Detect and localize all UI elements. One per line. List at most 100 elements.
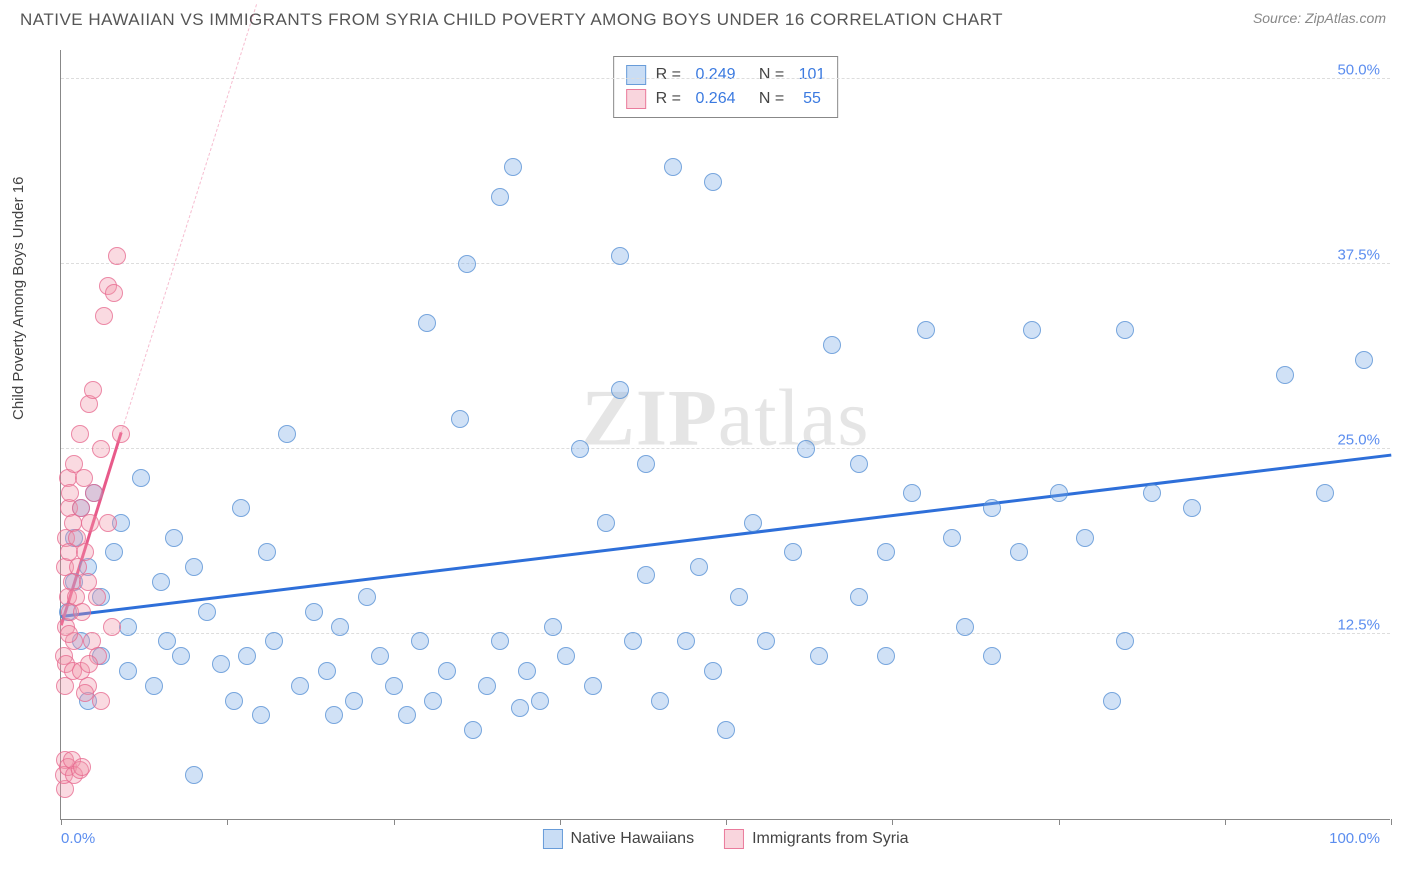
data-point bbox=[730, 588, 748, 606]
data-point bbox=[73, 603, 91, 621]
data-point bbox=[418, 314, 436, 332]
data-point bbox=[677, 632, 695, 650]
data-point bbox=[637, 455, 655, 473]
legend-item-native-hawaiians: Native Hawaiians bbox=[542, 829, 694, 849]
data-point bbox=[105, 284, 123, 302]
data-point bbox=[983, 647, 1001, 665]
swatch-blue-icon bbox=[542, 829, 562, 849]
y-axis-label: Child Poverty Among Boys Under 16 bbox=[10, 177, 27, 420]
chart-title: NATIVE HAWAIIAN VS IMMIGRANTS FROM SYRIA… bbox=[20, 10, 1003, 30]
data-point bbox=[212, 655, 230, 673]
data-point bbox=[112, 425, 130, 443]
data-point bbox=[84, 381, 102, 399]
data-point bbox=[491, 188, 509, 206]
gridline bbox=[61, 633, 1390, 634]
data-point bbox=[877, 543, 895, 561]
data-point bbox=[71, 425, 89, 443]
data-point bbox=[823, 336, 841, 354]
data-point bbox=[119, 662, 137, 680]
x-tick bbox=[394, 819, 395, 825]
data-point bbox=[717, 721, 735, 739]
data-point bbox=[850, 455, 868, 473]
data-point bbox=[651, 692, 669, 710]
data-point bbox=[544, 618, 562, 636]
x-tick bbox=[560, 819, 561, 825]
y-tick-label: 12.5% bbox=[1337, 616, 1380, 633]
data-point bbox=[1076, 529, 1094, 547]
data-point bbox=[88, 588, 106, 606]
data-point bbox=[611, 381, 629, 399]
data-point bbox=[903, 484, 921, 502]
data-point bbox=[1355, 351, 1373, 369]
data-point bbox=[358, 588, 376, 606]
data-point bbox=[265, 632, 283, 650]
data-point bbox=[158, 632, 176, 650]
data-point bbox=[438, 662, 456, 680]
data-point bbox=[385, 677, 403, 695]
data-point bbox=[132, 469, 150, 487]
swatch-pink-icon bbox=[724, 829, 744, 849]
data-point bbox=[185, 558, 203, 576]
data-point bbox=[398, 706, 416, 724]
data-point bbox=[152, 573, 170, 591]
data-point bbox=[238, 647, 256, 665]
y-tick-label: 37.5% bbox=[1337, 246, 1380, 263]
gridline bbox=[61, 263, 1390, 264]
data-point bbox=[744, 514, 762, 532]
data-point bbox=[371, 647, 389, 665]
data-point bbox=[424, 692, 442, 710]
data-point bbox=[1010, 543, 1028, 561]
data-point bbox=[797, 440, 815, 458]
x-axis-min-label: 0.0% bbox=[61, 830, 95, 847]
data-point bbox=[491, 632, 509, 650]
data-point bbox=[624, 632, 642, 650]
data-point bbox=[504, 158, 522, 176]
data-point bbox=[983, 499, 1001, 517]
data-point bbox=[1276, 366, 1294, 384]
data-point bbox=[258, 543, 276, 561]
data-point bbox=[95, 307, 113, 325]
x-tick bbox=[1059, 819, 1060, 825]
data-point bbox=[877, 647, 895, 665]
trend-line-extrapolated bbox=[120, 4, 257, 434]
data-point bbox=[99, 514, 117, 532]
data-point bbox=[185, 766, 203, 784]
x-tick bbox=[1391, 819, 1392, 825]
legend-row-blue: R = 0.249 N = 101 bbox=[626, 63, 826, 87]
data-point bbox=[757, 632, 775, 650]
data-point bbox=[145, 677, 163, 695]
data-point bbox=[73, 758, 91, 776]
data-point bbox=[531, 692, 549, 710]
data-point bbox=[478, 677, 496, 695]
data-point bbox=[252, 706, 270, 724]
data-point bbox=[92, 692, 110, 710]
data-point bbox=[1143, 484, 1161, 502]
x-axis-max-label: 100.0% bbox=[1329, 830, 1380, 847]
data-point bbox=[81, 514, 99, 532]
data-point bbox=[451, 410, 469, 428]
data-point bbox=[1316, 484, 1334, 502]
data-point bbox=[76, 684, 94, 702]
data-point bbox=[105, 543, 123, 561]
data-point bbox=[1023, 321, 1041, 339]
data-point bbox=[458, 255, 476, 273]
x-tick bbox=[227, 819, 228, 825]
data-point bbox=[956, 618, 974, 636]
data-point bbox=[850, 588, 868, 606]
data-point bbox=[305, 603, 323, 621]
data-point bbox=[92, 440, 110, 458]
trend-line bbox=[61, 454, 1391, 618]
data-point bbox=[611, 247, 629, 265]
data-point bbox=[232, 499, 250, 517]
gridline bbox=[61, 448, 1390, 449]
x-tick bbox=[892, 819, 893, 825]
data-point bbox=[464, 721, 482, 739]
data-point bbox=[411, 632, 429, 650]
data-point bbox=[597, 514, 615, 532]
legend-item-immigrants-syria: Immigrants from Syria bbox=[724, 829, 908, 849]
data-point bbox=[291, 677, 309, 695]
data-point bbox=[784, 543, 802, 561]
data-point bbox=[1050, 484, 1068, 502]
y-tick-label: 50.0% bbox=[1337, 61, 1380, 78]
data-point bbox=[60, 625, 78, 643]
